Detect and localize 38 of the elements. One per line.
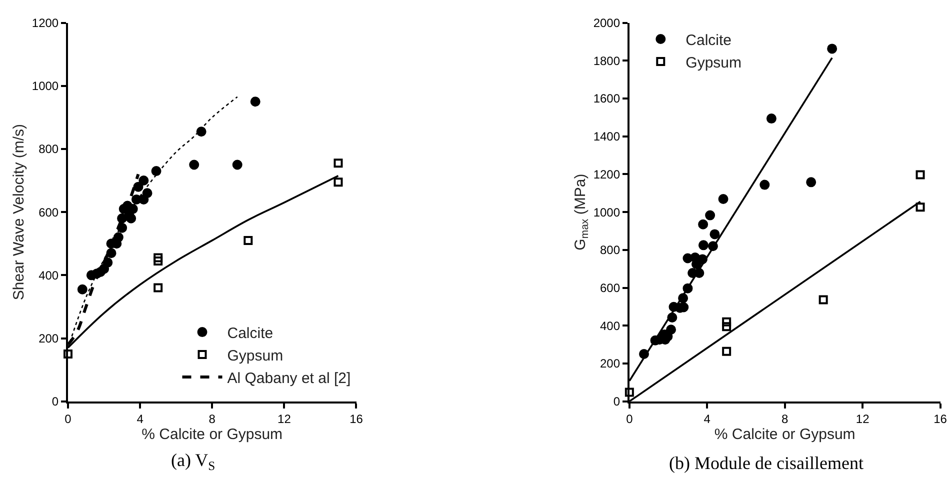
x-axis-title: % Calcite or Gypsum [142, 426, 283, 443]
y-tick-label: 200 [600, 356, 620, 371]
x-tick-label: 8 [782, 412, 789, 426]
x-axis-title: % Calcite or Gypsum [714, 426, 856, 443]
y-tick-label: 800 [38, 142, 59, 156]
x-tick-label: 4 [704, 412, 711, 426]
y-tick-label: 1800 [593, 54, 620, 68]
y-tick-label: 0 [52, 394, 59, 409]
text: (a) V$_{S}$ [171, 450, 216, 473]
legend-label: Calcite [686, 32, 732, 49]
x-tick-label: 4 [136, 412, 144, 426]
y-tick-label: 1000 [32, 79, 59, 94]
y-tick-label: 1600 [593, 92, 620, 106]
y-tick-label: 1200 [32, 16, 59, 30]
legend-label: Calcite [227, 324, 274, 342]
y-tick-label: 0 [613, 394, 620, 409]
x-tick-label: 12 [278, 412, 292, 426]
x-tick-label: 16 [934, 412, 948, 426]
x-tick-label: 0 [64, 412, 72, 426]
x-tick-label: 16 [350, 412, 364, 426]
y-axis-title: Shear Wave Velocity (m/s) [10, 124, 28, 300]
y-tick-label: 600 [600, 280, 620, 295]
y-tick-label: 2000 [593, 16, 620, 30]
legend-label: Gypsum [686, 54, 742, 72]
legend-label: Al Qabany et al [2] [227, 370, 351, 387]
x-tick-label: 12 [856, 412, 870, 426]
y-tick-label: 1200 [593, 167, 620, 182]
x-tick-label: 0 [626, 412, 634, 426]
x-tick-label: 8 [208, 412, 216, 426]
y-tick-label: 400 [38, 268, 59, 282]
legend-label: Gypsum [227, 347, 284, 364]
y-tick-label: 600 [38, 205, 59, 220]
y-tick-label: 400 [600, 318, 620, 333]
y-tick-label: 200 [38, 331, 59, 346]
y-tick-label: 800 [600, 243, 620, 258]
y-tick-label: 1000 [593, 205, 620, 220]
y-tick-label: 1400 [593, 130, 620, 144]
text: (b) Module de cisaillement [669, 453, 864, 473]
